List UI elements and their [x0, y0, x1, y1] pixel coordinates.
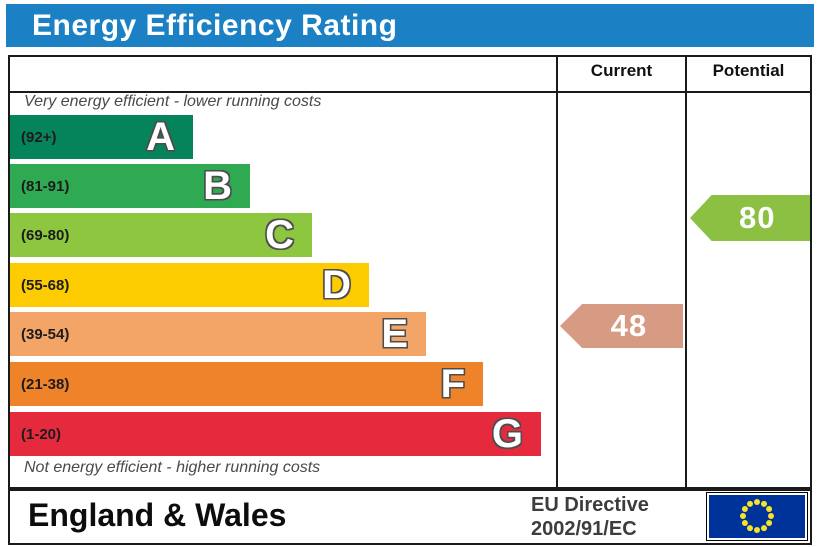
band-g-range: (1-20) [21, 425, 62, 443]
top-note: Very energy efficient - lower running co… [24, 93, 322, 110]
band-e: (39-54) E [10, 312, 426, 356]
band-c: (69-80) C [10, 213, 312, 257]
band-f-letter: F [440, 362, 465, 406]
band-e-range: (39-54) [21, 325, 70, 343]
column-header-current: Current [590, 61, 653, 80]
band-b-range: (81-91) [21, 177, 70, 195]
band-a-letter: A [146, 115, 175, 159]
eu-flag-stars-icon [740, 499, 774, 533]
region-label: England & Wales [28, 497, 287, 533]
page-title: Energy Efficiency Rating [32, 8, 398, 42]
band-g: (1-20) G [10, 412, 541, 456]
band-b: (81-91) B [10, 164, 250, 208]
current-rating-arrow: 48 [560, 304, 683, 348]
header-divider [8, 91, 812, 93]
band-a-range: (92+) [21, 128, 57, 146]
eu-directive-line2: 2002/91/EC [531, 518, 637, 540]
eu-flag-field [709, 495, 805, 538]
column-header-potential: Potential [712, 61, 785, 80]
footer-border [8, 489, 812, 545]
band-a: (92+) A [10, 115, 193, 159]
title-bar: Energy Efficiency Rating [6, 4, 814, 47]
current-rating-value: 48 [610, 308, 648, 343]
band-f: (21-38) F [10, 362, 483, 406]
band-d-range: (55-68) [21, 276, 70, 294]
potential-rating-arrow: 80 [690, 195, 810, 241]
band-c-letter: C [265, 213, 294, 257]
eu-directive-line1: EU Directive [531, 494, 649, 516]
column-divider-current [556, 55, 558, 489]
column-divider-potential [685, 55, 687, 489]
band-d: (55-68) D [10, 263, 369, 307]
eu-flag [706, 492, 808, 541]
band-b-letter: B [203, 164, 232, 208]
bottom-note: Not energy efficient - higher running co… [24, 459, 321, 476]
band-f-range: (21-38) [21, 375, 70, 393]
band-e-letter: E [381, 312, 408, 356]
band-g-letter: G [491, 412, 523, 456]
band-c-range: (69-80) [21, 226, 70, 244]
band-d-letter: D [322, 263, 351, 307]
eu-directive-label: EU Directive 2002/91/EC [531, 493, 696, 541]
potential-rating-value: 80 [738, 200, 776, 235]
